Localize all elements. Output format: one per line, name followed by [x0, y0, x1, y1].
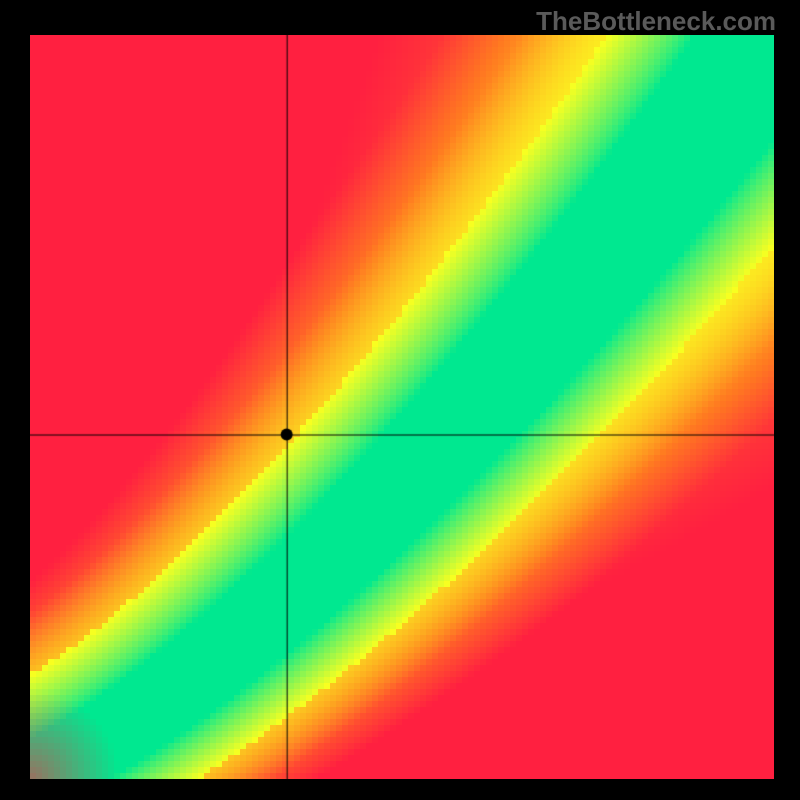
watermark-text: TheBottleneck.com	[536, 6, 776, 37]
bottleneck-heatmap	[30, 35, 774, 779]
chart-container: TheBottleneck.com	[0, 0, 800, 800]
